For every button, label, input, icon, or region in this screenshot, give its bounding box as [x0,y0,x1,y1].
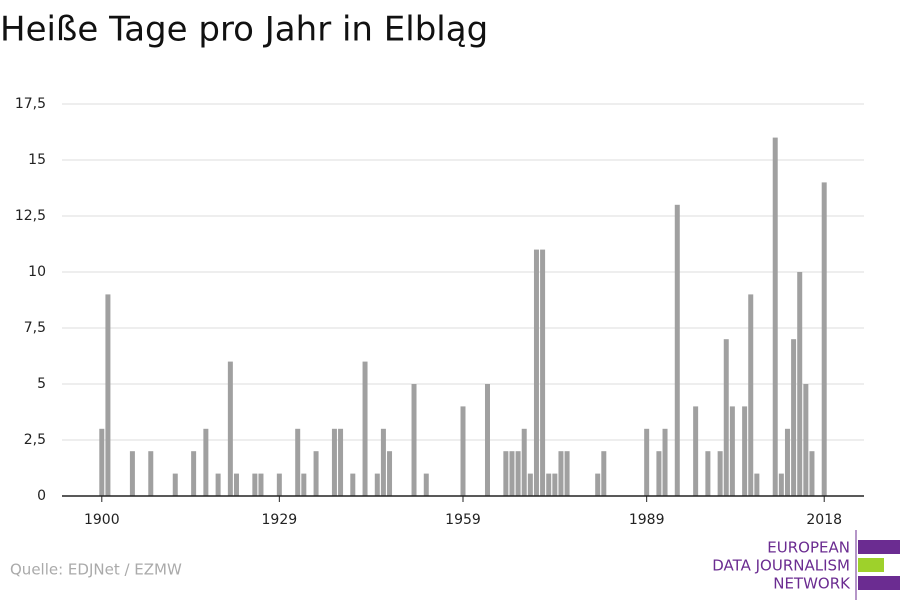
bar [258,473,264,496]
logo-bar [858,558,884,572]
bar [191,451,197,496]
x-tick-label: 1959 [445,512,481,528]
y-tick-label: 2,5 [24,432,46,448]
y-tick-label: 17,5 [15,96,46,112]
bar [821,182,827,496]
bar [338,428,344,496]
y-tick-label: 10 [28,264,46,280]
bar [540,249,546,496]
bar [484,384,490,496]
bar [693,406,699,496]
bar [742,406,748,496]
y-tick-label: 5 [37,376,46,392]
bar [717,451,723,496]
bar [460,406,466,496]
source: Quelle: EDJNet / EZMW [10,561,182,579]
chart-title: Heiße Tage pro Jahr in Elbląg [0,10,488,50]
bar [729,406,735,496]
bar [552,473,558,496]
bar [99,428,105,496]
bar [350,473,356,496]
bar [423,473,429,496]
bar [521,428,527,496]
bar [503,451,509,496]
logo-bar [858,540,900,554]
bar [674,204,680,497]
bar [601,451,607,496]
logo-text: DATA JOURNALISM [712,557,850,575]
bar [331,428,337,496]
bar [797,272,803,496]
logo-text: EUROPEAN [767,539,850,557]
bar [723,339,729,496]
bar [509,451,515,496]
bar [809,451,815,496]
y-tick-label: 7,5 [24,320,46,336]
bar [791,339,797,496]
bar [227,361,233,496]
bar [301,473,307,496]
logo: EUROPEAN DATA JOURNALISM NETWORK [712,530,900,600]
bar [252,473,258,496]
bar [772,137,778,496]
bar [527,473,533,496]
y-tick-label: 15 [28,152,46,168]
bar [644,428,650,496]
bar [784,428,790,496]
x-tick-label: 1989 [629,512,665,528]
x-tick-label: 1900 [84,512,120,528]
bar [558,451,564,496]
bar [233,473,239,496]
bar [515,451,521,496]
bar [374,473,380,496]
bar [295,428,301,496]
bar [662,428,668,496]
bar [546,473,552,496]
bar [411,384,417,496]
bar [276,473,282,496]
bar [148,451,154,496]
logo-bar [858,576,900,590]
bar [215,473,221,496]
bar [203,428,209,496]
bar [754,473,760,496]
bar [533,249,539,496]
bar [105,294,111,496]
bar [564,451,570,496]
bar [362,361,368,496]
x-tick-label: 1929 [262,512,298,528]
bar [803,384,809,496]
bar [380,428,386,496]
bar [387,451,393,496]
bar [313,451,319,496]
bar [129,451,135,496]
bar [656,451,662,496]
bar [748,294,754,496]
y-tick-label: 0 [37,488,46,504]
x-tick-label: 2018 [806,512,842,528]
bar [778,473,784,496]
bar [705,451,711,496]
logo-text: NETWORK [773,575,851,593]
bar [595,473,601,496]
bar [172,473,178,496]
y-tick-label: 12,5 [15,208,46,224]
